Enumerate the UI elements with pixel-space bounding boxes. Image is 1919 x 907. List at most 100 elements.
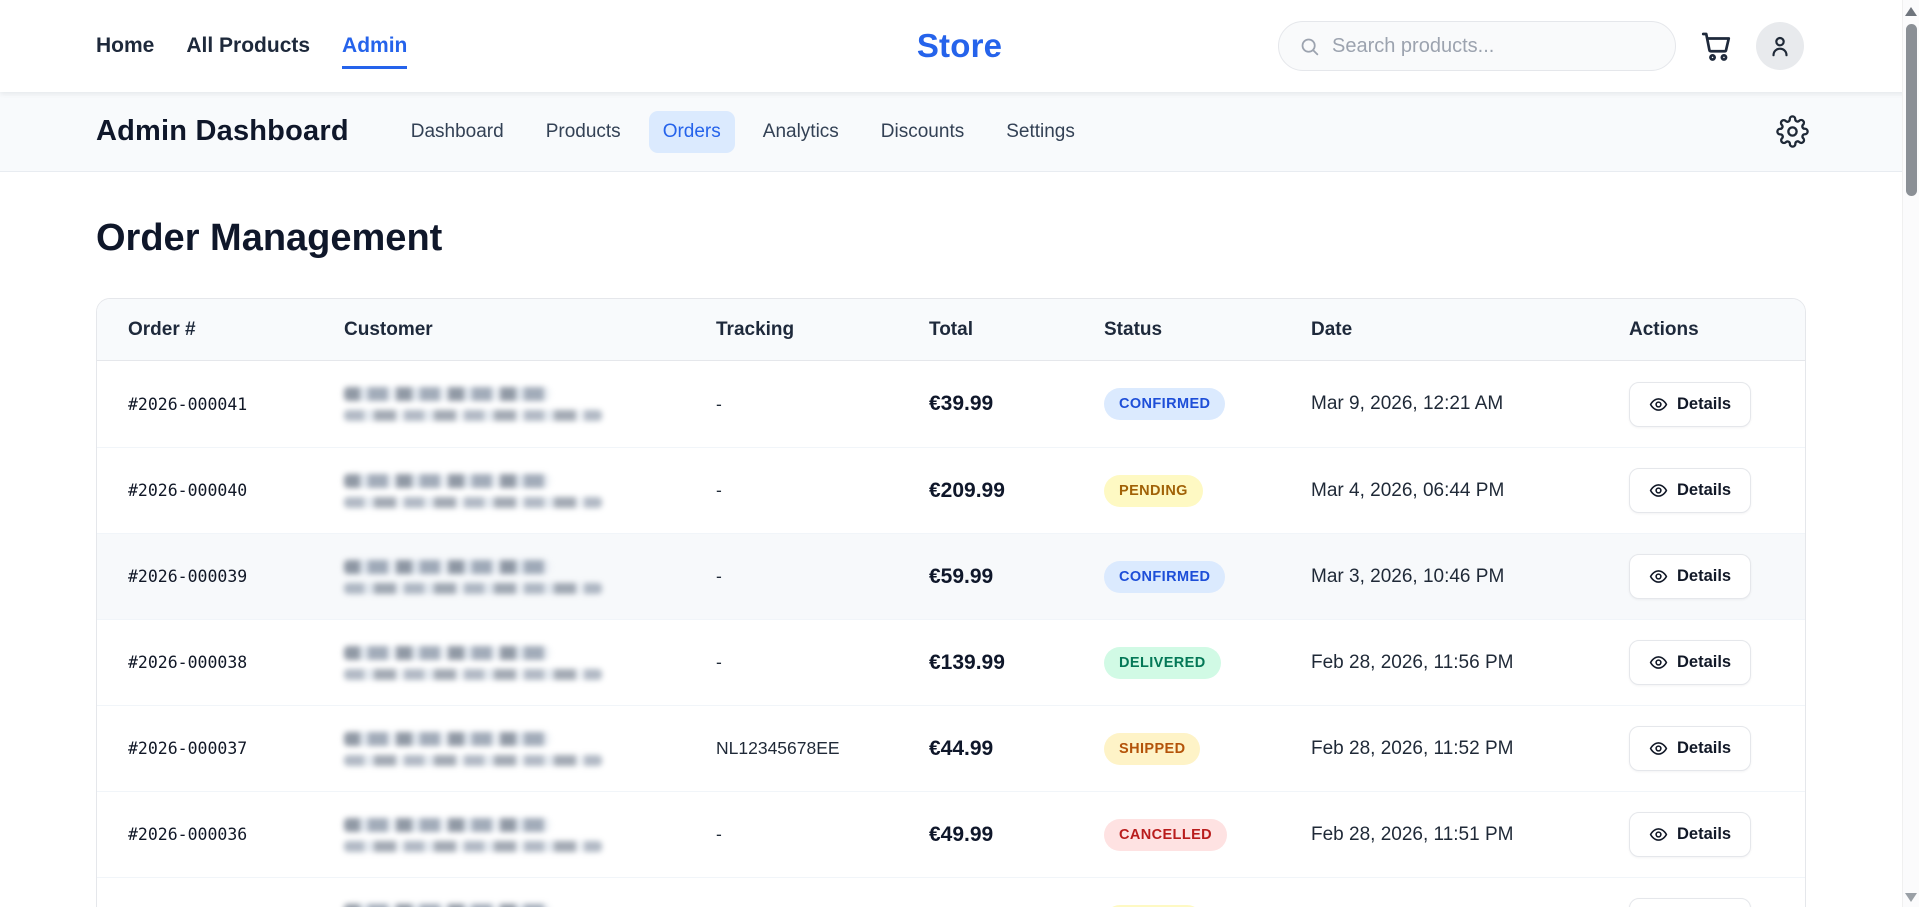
admin-bar: Admin Dashboard Dashboard Products Orders A… [0,92,1919,172]
order-date: Feb 28, 2026, 11:51 PM [1311,823,1514,845]
details-button-label: Details [1677,825,1732,843]
redacted-name-line [344,645,550,660]
column-header-customer: Customer [344,318,433,340]
details-button[interactable]: Details [1629,554,1752,599]
actions-cell: Details [1629,812,1805,857]
status-badge: CANCELLED [1104,818,1228,851]
column-header-order: Order # [128,318,196,340]
tab-discounts[interactable]: Discounts [867,111,978,153]
eye-icon [1649,484,1668,497]
status-cell: PENDING [1104,474,1311,507]
table-row: PENDING Details [97,877,1805,907]
vertical-scrollbar[interactable] [1902,0,1919,907]
order-total: €49.99 [929,822,994,846]
main-content: Order Management Order # Customer Tracking… [0,217,1919,907]
order-total: €39.99 [929,392,994,415]
tab-dashboard[interactable]: Dashboard [397,111,518,153]
redacted-email-line [344,840,602,852]
table-header-row: Order # Customer Tracking Total Status Date Ac… [97,299,1805,361]
customer-redacted [344,731,716,766]
settings-button[interactable] [1776,115,1809,148]
details-button[interactable]: Details [1629,812,1752,857]
order-date: Mar 9, 2026, 12:21 AM [1311,393,1504,414]
tracking-value: - [716,393,722,414]
tracking-value: - [716,480,722,500]
page-title: Order Management [96,217,443,259]
table-body: #2026-000041 - €39.99 CONFIRMED Mar 9, 2026,… [97,361,1805,907]
details-button-label: Details [1677,739,1732,757]
cart-button[interactable] [1698,28,1734,64]
table-row: #2026-000038 - €139.99 DELIVERED Feb 28, 202… [97,619,1805,705]
eye-icon [1649,656,1668,669]
redacted-name-line [344,731,550,746]
status-cell: CANCELLED [1104,818,1311,851]
eye-icon [1649,397,1668,411]
status-cell: CONFIRMED [1104,560,1311,593]
table-row: #2026-000036 - €49.99 CANCELLED Feb 28, 2026… [97,791,1805,877]
user-icon [1772,36,1788,57]
order-date: Feb 28, 2026, 11:56 PM [1311,651,1514,673]
customer-redacted [344,473,716,508]
actions-cell: Details [1629,898,1805,907]
details-button-label: Details [1677,481,1732,499]
search-bar[interactable] [1278,21,1676,71]
scroll-up-arrow[interactable] [1905,7,1917,16]
tab-analytics[interactable]: Analytics [749,111,853,153]
eye-icon [1649,828,1668,841]
status-badge: PENDING [1104,474,1203,507]
orders-table: Order # Customer Tracking Total Status Date Ac… [96,298,1806,907]
nav-link-admin[interactable]: Admin [342,24,408,69]
eye-icon [1649,570,1668,583]
customer-redacted [344,387,716,421]
table-row: #2026-000037 NL12345678EE €44.99 SHIPPED Feb… [97,705,1805,791]
redacted-email-line [344,754,602,766]
nav-link-all-products[interactable]: All Products [186,24,310,69]
actions-cell: Details [1629,381,1805,427]
store-logo[interactable]: Store [916,27,1003,64]
admin-tabs: Dashboard Products Orders Analytics Discount… [397,110,1089,153]
order-date: Feb 28, 2026, 11:52 PM [1311,737,1514,759]
status-badge: CONFIRMED [1104,560,1226,593]
admin-dashboard-title: Admin Dashboard [96,115,349,147]
redacted-email-line [344,668,602,680]
table-row: #2026-000039 - €59.99 CONFIRMED Mar 3, 2026,… [97,533,1805,619]
order-date: Mar 4, 2026, 06:44 PM [1311,479,1505,501]
search-input[interactable] [1332,34,1655,58]
eye-icon [1649,742,1668,755]
customer-redacted [344,559,716,594]
scroll-down-arrow[interactable] [1905,893,1917,902]
status-cell: DELIVERED [1104,646,1311,679]
order-number: #2026-000040 [128,481,248,500]
gear-icon [1776,115,1809,148]
tab-orders[interactable]: Orders [648,110,735,153]
order-total: €44.99 [929,736,994,760]
tab-settings[interactable]: Settings [992,111,1089,153]
nav-link-home[interactable]: Home [96,24,154,69]
details-button[interactable]: Details [1629,640,1752,685]
scrollbar-thumb[interactable] [1906,24,1917,196]
status-cell: CONFIRMED [1104,388,1311,420]
column-header-actions: Actions [1629,318,1699,340]
redacted-name-line [344,903,550,907]
order-number: #2026-000037 [128,739,248,758]
details-button[interactable]: Details [1629,898,1752,907]
details-button[interactable]: Details [1629,468,1752,513]
table-row: #2026-000040 - €209.99 PENDING Mar 4, 2026, … [97,447,1805,533]
status-badge: CONFIRMED [1104,388,1226,420]
tracking-value: - [716,566,722,586]
redacted-name-line [344,473,550,488]
column-header-date: Date [1311,318,1353,340]
order-total: €59.99 [929,564,994,588]
details-button-label: Details [1677,394,1732,413]
store-nav-links: Home All Products Admin [96,24,408,69]
redacted-name-line [344,817,550,832]
details-button[interactable]: Details [1629,381,1752,427]
tab-products[interactable]: Products [532,111,635,153]
cart-icon [1701,32,1731,61]
column-header-tracking: Tracking [716,318,795,340]
order-total: €139.99 [929,650,1005,674]
account-button[interactable] [1756,22,1804,70]
table-row: #2026-000041 - €39.99 CONFIRMED Mar 9, 2026,… [97,361,1805,447]
details-button[interactable]: Details [1629,726,1752,771]
top-nav: Home All Products Admin Store [0,0,1919,92]
